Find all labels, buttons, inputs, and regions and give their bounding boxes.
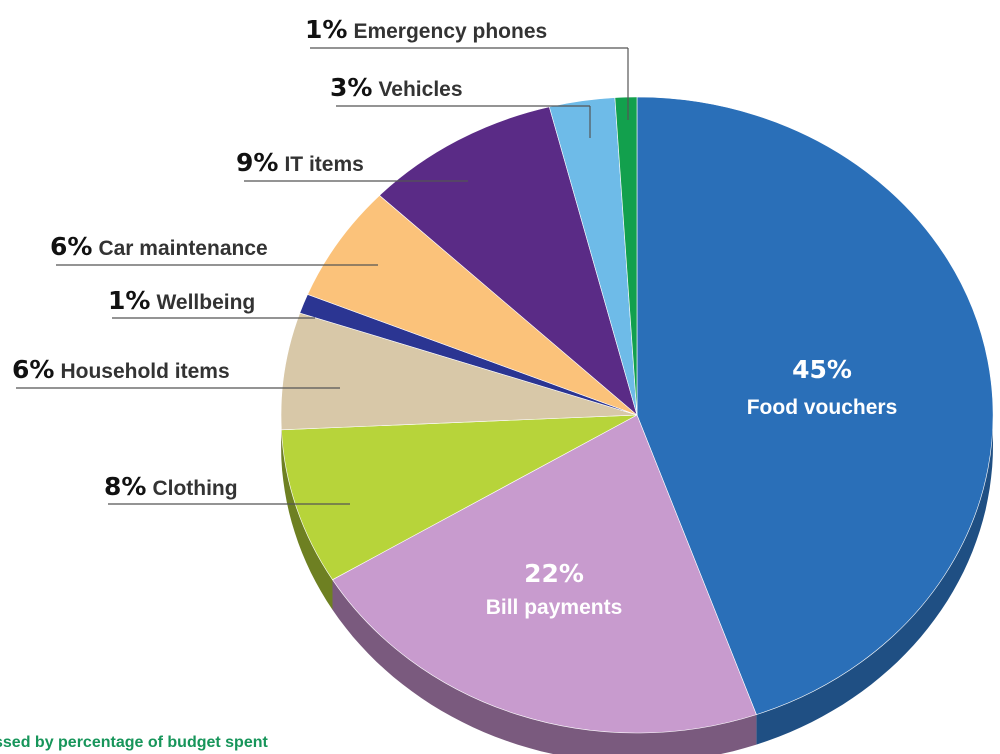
chart-caption: ssed by percentage of budget spent: [0, 734, 268, 751]
slice-side-bill-payments: [332, 579, 757, 754]
slice-label-household-items: 6% Household items: [12, 355, 230, 384]
value-label-bill-payments: 22%: [524, 559, 584, 588]
slice-labels: 45% Food vouchers 22% Bill payments 8% Clothi…: [12, 15, 897, 619]
pie-slices: [280, 96, 994, 734]
leader-lines: [16, 47, 629, 505]
value-label-vehicles: 3%: [330, 73, 372, 102]
category-label-clothing: Clothing: [152, 477, 237, 500]
value-label-it-items: 9%: [236, 148, 278, 177]
value-label-emergency-phones: 1%: [305, 15, 347, 44]
category-label-emergency-phones: Emergency phones: [353, 20, 547, 43]
value-label-car-maintenance: 6%: [50, 232, 92, 261]
category-label-wellbeing: Wellbeing: [156, 291, 255, 314]
slice-label-vehicles: 3% Vehicles: [330, 73, 463, 102]
category-label-household-items: Household items: [60, 360, 229, 383]
slice-label-car-maintenance: 6% Car maintenance: [50, 232, 268, 261]
slice-it-items: [379, 106, 638, 416]
category-label-food-vouchers: Food vouchers: [747, 396, 898, 419]
slice-label-it-items: 9% IT items: [236, 148, 364, 177]
value-label-household-items: 6%: [12, 355, 54, 384]
slice-side-clothing: [281, 429, 333, 610]
slice-side-food-vouchers: [756, 415, 993, 745]
slice-label-emergency-phones: 1% Emergency phones: [305, 15, 547, 44]
category-label-bill-payments: Bill payments: [486, 596, 623, 619]
slice-household-items: [280, 312, 638, 431]
slice-bill-payments: [332, 414, 757, 734]
category-label-car-maintenance: Car maintenance: [98, 237, 267, 260]
slice-label-wellbeing: 1% Wellbeing: [108, 286, 255, 315]
slice-food-vouchers: [636, 96, 994, 715]
slice-label-clothing: 8% Clothing: [104, 472, 238, 501]
slice-car-maintenance: [307, 194, 638, 416]
slice-emergency-phones: [614, 96, 638, 416]
slice-clothing: [281, 414, 638, 581]
value-label-clothing: 8%: [104, 472, 146, 501]
category-label-vehicles: Vehicles: [378, 78, 462, 101]
value-label-wellbeing: 1%: [108, 286, 150, 315]
value-label-food-vouchers: 45%: [792, 355, 852, 384]
category-label-it-items: IT items: [284, 153, 363, 176]
